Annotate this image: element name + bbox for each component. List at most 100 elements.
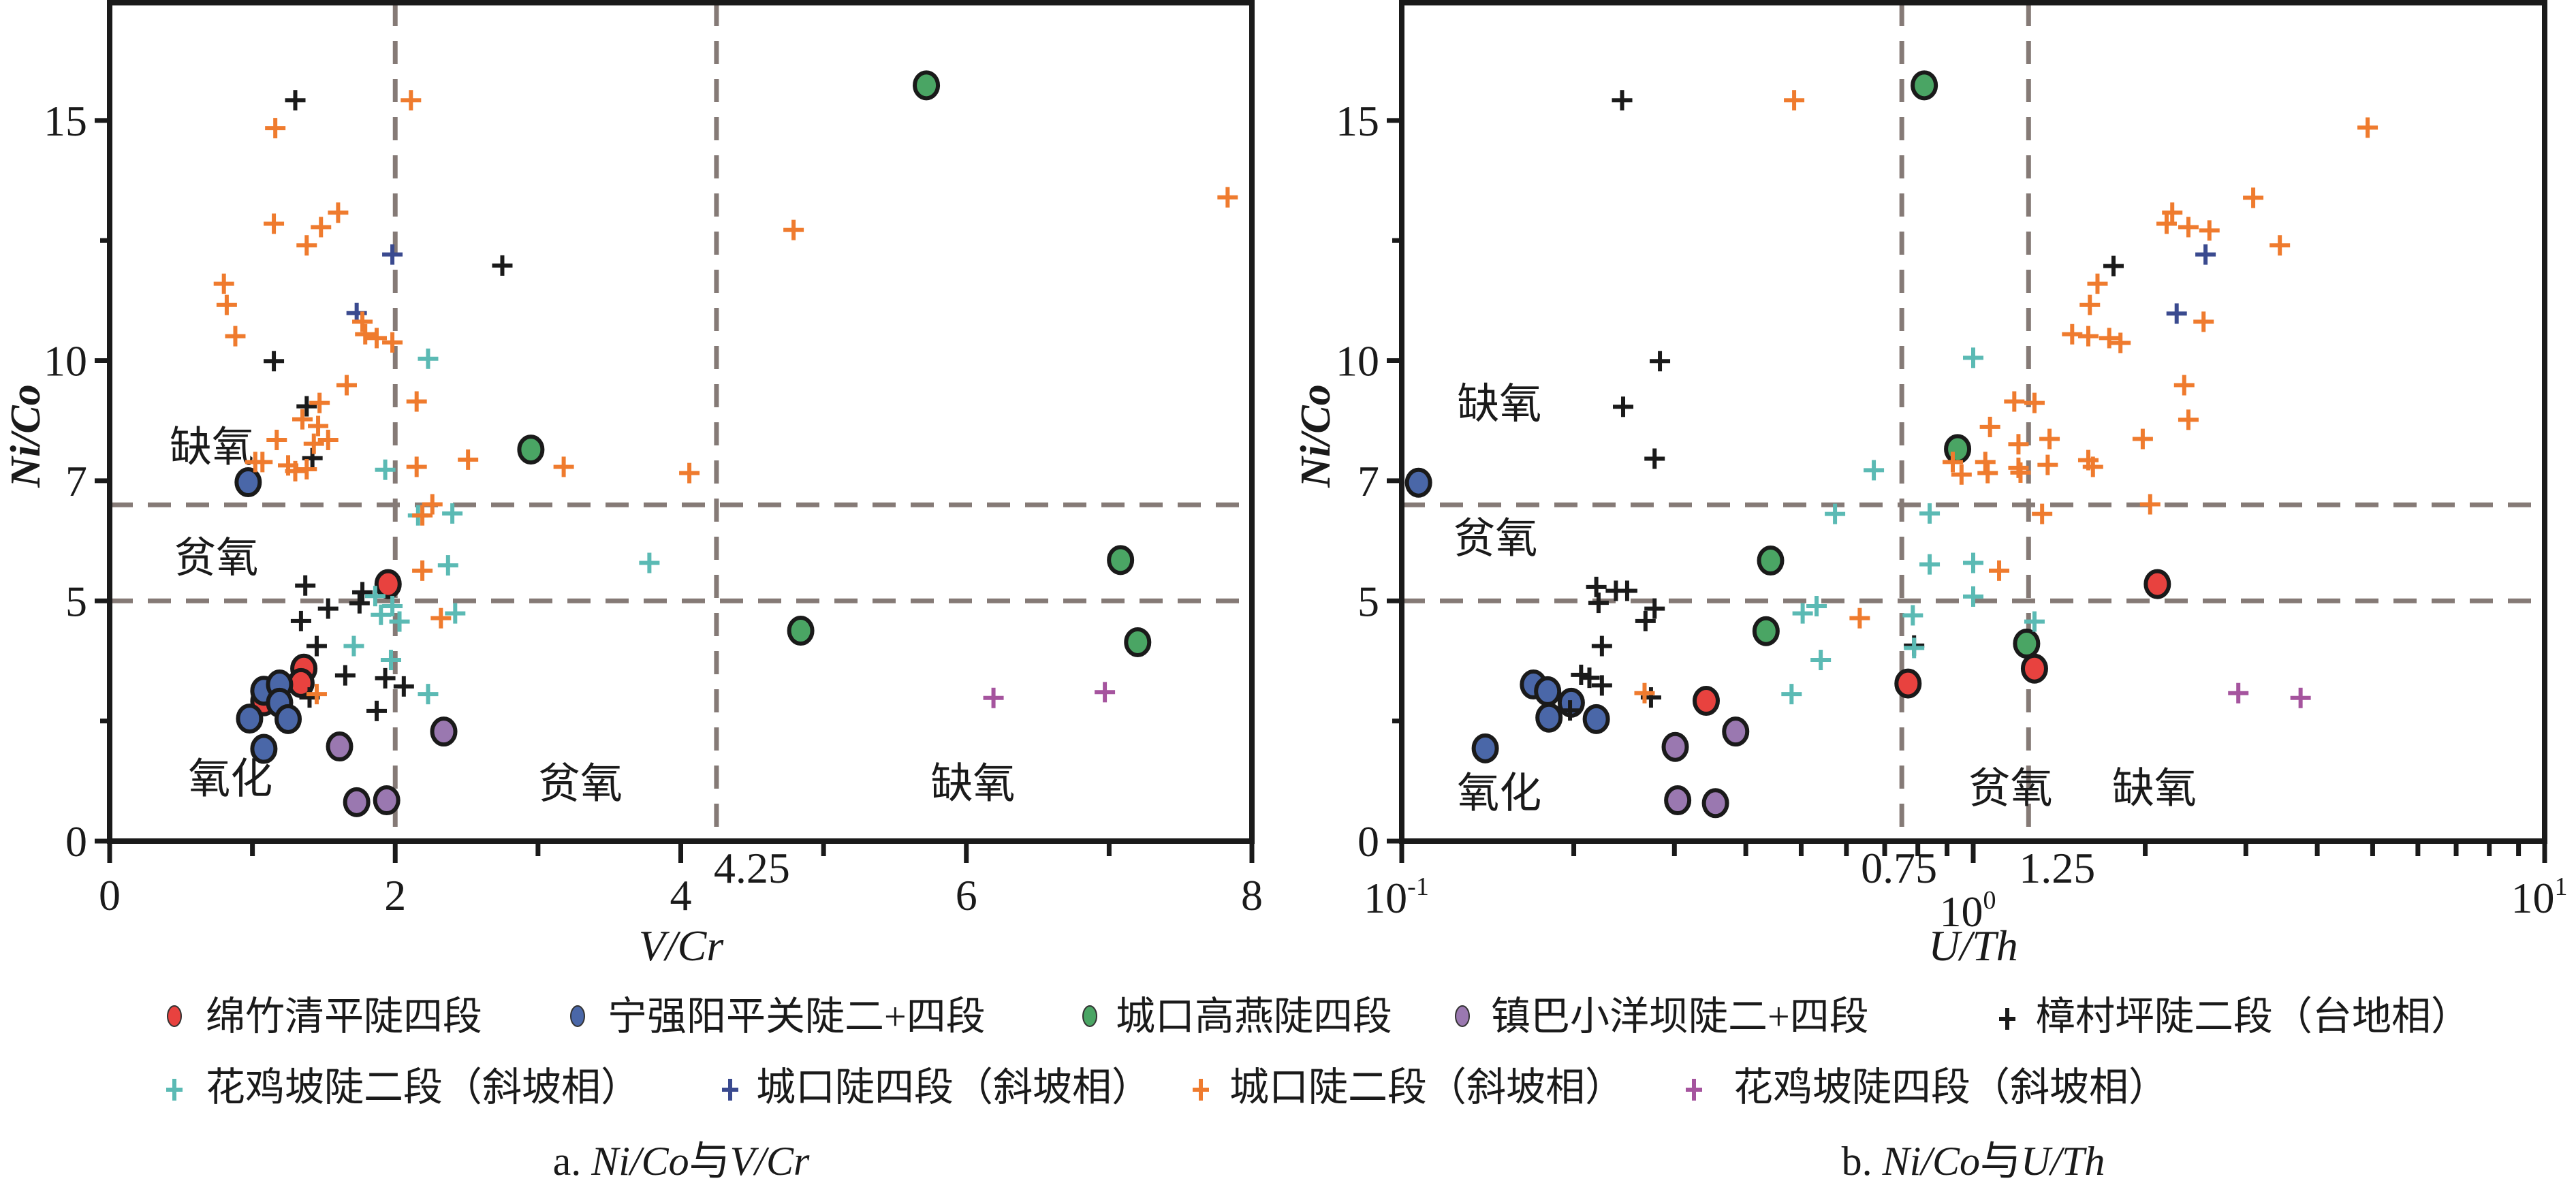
data-point-cross [2008,457,2029,478]
legend-marker-cross-icon [1686,1079,1702,1101]
legend-circle-icon [1455,1005,1470,1027]
data-point-cross [1217,187,1238,208]
data-point-cross [983,687,1004,708]
legend-label: 镇巴小洋坝陡二+四段 [1491,994,1869,1039]
x-axis-title: V/Cr [639,921,725,970]
data-point-cross [296,235,317,256]
data-point-cross [364,586,386,607]
data-point-cross [1650,351,1671,372]
caption-var1: Ni/Co [591,1139,689,1183]
region-label: 缺氧 [930,761,1015,808]
caption-joiner: 与 [1980,1139,2021,1183]
threshold-label: 1.25 [2019,844,2095,892]
region-label: 贫氧 [1453,516,1537,563]
data-point-cross [389,611,410,632]
data-point-cross [442,503,463,524]
data-point-cross [1902,605,1923,626]
data-point-circle [1661,731,1689,762]
threshold-lines [1402,3,2545,841]
data-point-cross [336,375,357,396]
data-point-cross [380,650,401,671]
data-point-circle [1404,467,1432,498]
data-point-cross [1586,576,1607,597]
data-point-circle [2143,569,2171,599]
data-point-cross [2228,682,2249,704]
legend-item: 绵竹清平陡四段 [167,994,482,1039]
data-point-circle [913,70,941,101]
data-point-cross [679,462,700,484]
data-point-cross [2290,687,2311,708]
data-point-cross [418,684,439,705]
legend-item: 花鸡坡陡四段（斜坡相） [1686,1065,2168,1109]
data-point-cross [2357,117,2378,138]
data-point-cross [412,505,433,526]
data-point-circle [234,467,262,498]
data-point-cross [296,458,317,479]
legend-label: 城口陡四段（斜坡相） [756,1065,1151,1109]
data-point-cross [1579,667,1600,689]
data-point-circle [517,435,545,465]
data-point-cross [1560,700,1581,721]
data-point-cross [2004,391,2025,412]
data-point-cross [406,391,427,412]
data-point-cross [306,684,327,705]
data-point-cross [2195,244,2216,265]
data-point-cross [458,449,479,470]
data-point-cross [382,332,403,353]
legend-cross-icon [722,1079,738,1101]
data-point-cross [366,700,387,721]
y-axis-title: Ni/Co [3,384,49,488]
legend-label: 花鸡坡陡四段（斜坡相） [1733,1065,2168,1109]
data-point-cross [2037,454,2058,475]
y-tick-label: 10 [1336,337,1379,385]
data-point-circle [1911,70,1938,101]
data-point-circle [250,734,278,764]
data-point-cross [317,429,339,450]
x-tick-label: 0 [99,871,121,919]
legend-marker-circle-icon [1082,1005,1097,1027]
data-point-cross [783,219,804,240]
x-tick-label: 2 [384,871,406,919]
data-point-cross [1781,684,1802,705]
data-point-cross [1810,650,1832,671]
data-point-cross [2166,303,2187,324]
data-point-cross [225,326,246,347]
data-point-cross [2178,217,2199,238]
data-point-cross [2156,213,2177,234]
region-label: 贫氧 [174,535,258,582]
data-point-cross [1591,635,1612,657]
threshold-label: 0.75 [1861,844,1937,892]
legend-label: 城口高燕陡四段 [1116,994,1392,1039]
data-point-cross [382,596,403,617]
data-point-circle [787,616,815,646]
data-point-cross [2008,434,2029,455]
data-point-cross [406,456,427,477]
data-point-cross [1919,554,1941,575]
legend-label: 宁强阳平关陡二+四段 [608,994,986,1039]
data-point-circle [1535,702,1563,733]
data-point-cross [445,603,466,624]
tick-labels: 0.75 1.25 10-1 100 101 0 5 7 10 15 [1336,97,2568,936]
data-point-cross [285,90,306,111]
data-point-cross [1591,675,1612,696]
data-point-cross [366,328,387,349]
legend-label: 绵竹清平陡四段 [206,994,482,1039]
data-point-cross [264,351,285,372]
x-tick-label: 101 [2511,872,2568,922]
data-point-circle [1534,676,1562,706]
panel-caption: a. Ni/Co与V/Cr [553,1139,810,1183]
data-point-circle [373,785,400,816]
caption-prefix: b. [1842,1139,1872,1183]
data-point-cross [2079,294,2101,315]
data-point-cross [2099,328,2120,349]
region-label: 氧化 [1457,771,1541,817]
data-point-cross [264,213,285,234]
data-point-cross [2110,332,2131,353]
axes [95,0,1255,863]
x-axis-title: U/Th [1928,921,2018,970]
data-point-cross [2032,503,2053,524]
data-point-cross [349,593,370,614]
region-label: 贫氧 [538,761,623,808]
